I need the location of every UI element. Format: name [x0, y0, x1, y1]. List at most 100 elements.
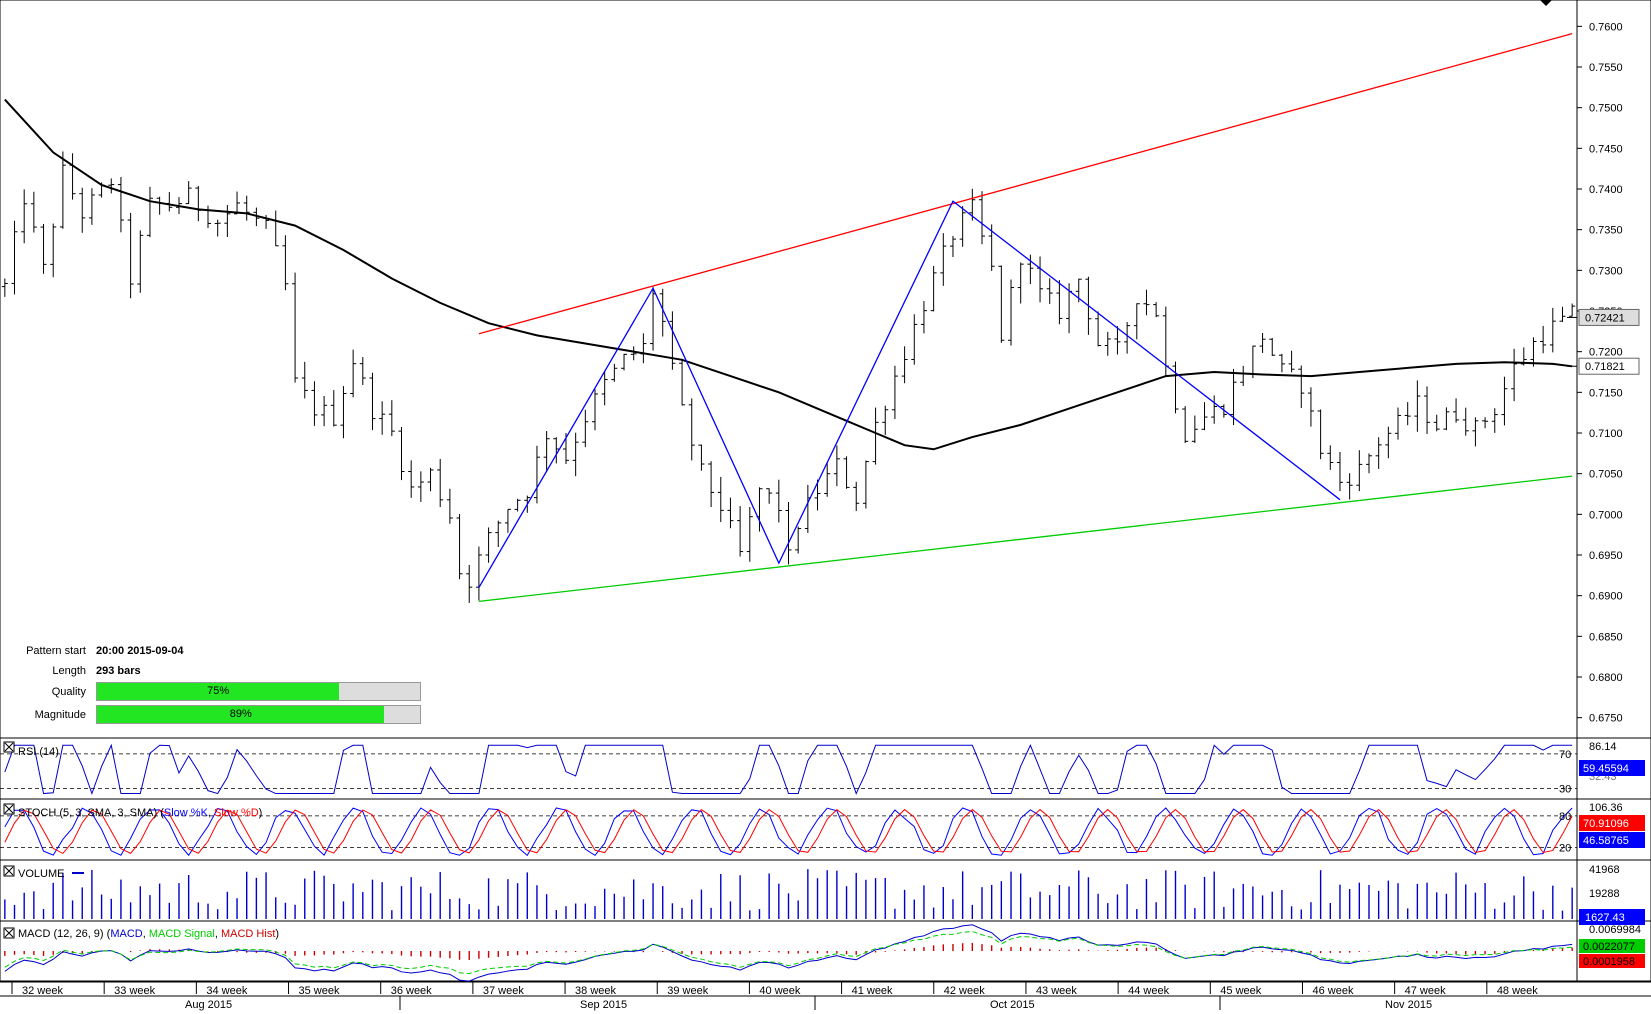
price-tick-label: 0.7350 [1589, 225, 1623, 237]
rsi-current-box [1579, 760, 1645, 776]
volume-axis-label-top: 41968 [1589, 864, 1620, 876]
macd-panel-frame [0, 920, 1651, 982]
price-bar [650, 286, 657, 351]
week-label: 37 week [483, 985, 524, 997]
price-bar [1114, 326, 1121, 355]
stoch-level-20-label: 20 [1559, 842, 1571, 854]
price-bar [978, 191, 985, 245]
price-bar [21, 189, 28, 244]
week-label: 41 week [852, 985, 893, 997]
price-bar [1472, 417, 1479, 447]
close-x [4, 866, 14, 876]
price-bar [234, 191, 241, 215]
price-bar [1008, 279, 1015, 346]
price-bar [843, 456, 850, 489]
price-bar [1501, 376, 1508, 426]
price-bar [930, 265, 937, 312]
price-bar [998, 265, 1005, 343]
price-bar [446, 488, 453, 524]
month-label: Sep 2015 [580, 999, 627, 1011]
price-bar [11, 220, 18, 295]
magnitude-bar-fill [97, 706, 385, 723]
price-bar [88, 188, 95, 225]
price-tick-label: 0.7000 [1589, 509, 1623, 521]
price-bar [949, 235, 956, 258]
price-bar [1356, 450, 1363, 492]
price-bar [1230, 368, 1237, 426]
price-bar [824, 462, 831, 497]
stoch-d-current-box [1579, 832, 1645, 848]
week-label: 47 week [1405, 985, 1446, 997]
macd-title: MACD (12, 26, 9) (MACD, MACD Signal, MAC… [18, 928, 279, 940]
price-bar [1056, 280, 1063, 325]
stoch-level-80-label: 80 [1559, 811, 1571, 823]
panel-close-icon[interactable] [3, 803, 15, 815]
price-tick-label: 0.7550 [1589, 62, 1623, 74]
price-bar [1211, 395, 1218, 424]
price-bar [1307, 387, 1314, 427]
price-bar [1569, 303, 1576, 317]
price-bar [1153, 302, 1160, 318]
price-bar [40, 223, 47, 274]
price-bar [1201, 402, 1208, 431]
price-bar [359, 357, 366, 386]
price-bar [311, 381, 318, 426]
week-label: 33 week [114, 985, 155, 997]
price-bar [379, 401, 386, 435]
price-bar [340, 386, 347, 439]
ma-price-label: 0.71821 [1585, 361, 1625, 373]
price-tick-label: 0.7600 [1589, 21, 1623, 33]
panel-close-icon[interactable] [3, 865, 15, 877]
price-bar [398, 427, 405, 481]
price-bar [1259, 332, 1266, 353]
price-bar [543, 431, 550, 473]
price-bar [166, 192, 173, 212]
price-bar [1104, 331, 1111, 356]
resistance-line [478, 33, 1573, 335]
price-bar [1414, 380, 1421, 432]
moving-average-line [4, 98, 1573, 451]
price-bar [1298, 365, 1305, 409]
stoch-d-current-label: 46.58765 [1583, 835, 1629, 847]
price-tick-label: 0.6950 [1589, 550, 1623, 562]
price-bar [1395, 407, 1402, 440]
volume-panel-frame [0, 859, 1651, 922]
zigzag-pattern-line [478, 200, 1341, 588]
price-bar [1491, 408, 1498, 433]
price-tick-label: 0.7400 [1589, 184, 1623, 196]
price-bar [737, 506, 744, 557]
price-bar [1240, 365, 1247, 386]
price-bar [282, 235, 289, 291]
price-bar [1346, 473, 1353, 500]
volume-current-label: 1627.43 [1585, 912, 1625, 924]
panel-close-icon[interactable] [3, 927, 15, 939]
magnitude-bar: 89% [96, 705, 421, 724]
price-tick-label: 0.7150 [1589, 387, 1623, 399]
panel-close-icon[interactable] [3, 741, 15, 753]
price-tick-label: 0.7300 [1589, 265, 1623, 277]
price-bar [785, 501, 792, 565]
rsi-current-label: 59.45594 [1583, 763, 1629, 775]
price-bar [940, 233, 947, 286]
price-bar [427, 467, 434, 492]
price-bar [1365, 453, 1372, 474]
week-label: 45 week [1220, 985, 1261, 997]
week-label: 34 week [206, 985, 247, 997]
price-bar [214, 219, 221, 237]
price-bar [1037, 256, 1044, 303]
price-bar [775, 479, 782, 523]
price-tick-label: 0.7450 [1589, 143, 1623, 155]
week-label: 42 week [944, 985, 985, 997]
rsi-line [4, 743, 1573, 796]
price-bar [1, 278, 8, 297]
price-bar [688, 398, 695, 461]
price-bar [117, 176, 124, 233]
price-bar [1317, 409, 1324, 460]
rsi-title: RSI (14) [18, 746, 59, 758]
price-bar [959, 206, 966, 247]
price-tick-label: 0.7200 [1589, 347, 1623, 359]
price-bar [872, 407, 879, 465]
scroll-marker-icon [1540, 0, 1552, 6]
stoch-k-line [4, 807, 1573, 857]
